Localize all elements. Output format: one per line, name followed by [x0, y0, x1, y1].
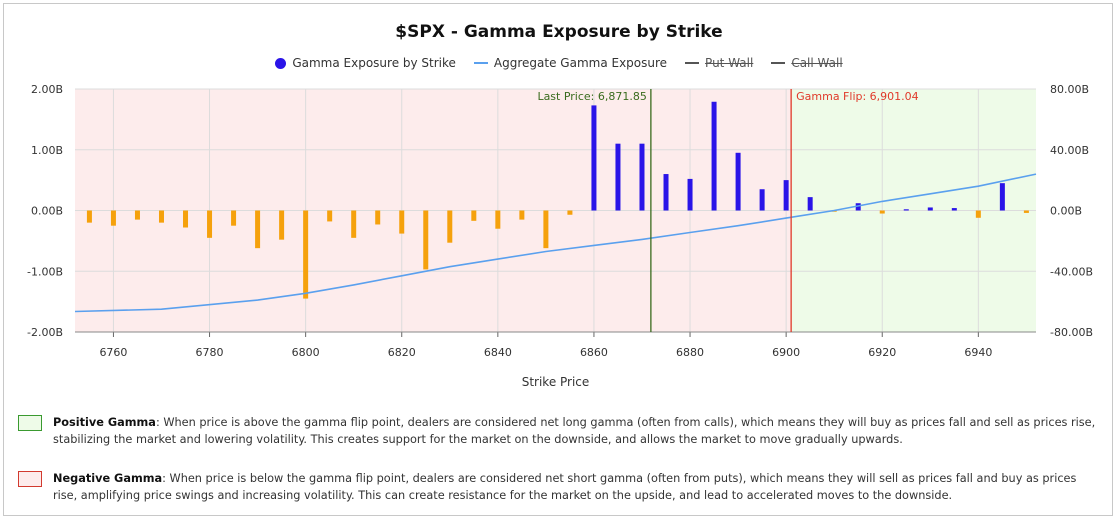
x-tick-label: 6940: [964, 346, 992, 359]
note-heading: Positive Gamma: [53, 416, 156, 429]
gamma-bar: [975, 210, 981, 218]
legend-label: Call Wall: [791, 56, 843, 70]
x-tick-label: 6920: [868, 346, 896, 359]
legend-label: Gamma Exposure by Strike: [292, 56, 456, 70]
y-tick-right: 40.00B: [1050, 144, 1089, 157]
gamma-bar: [231, 210, 237, 226]
y-tick-right: -80.00B: [1050, 326, 1093, 339]
gamma-bar: [687, 178, 693, 211]
x-tick-label: 6820: [388, 346, 416, 359]
x-tick-label: 6860: [580, 346, 608, 359]
gamma-bar: [927, 207, 933, 211]
gamma-bar: [495, 210, 501, 229]
gamma-bar: [327, 210, 333, 222]
y-tick-left: 0.00B: [31, 205, 63, 218]
gamma-bar: [663, 174, 669, 211]
legend-line-icon: [473, 62, 488, 64]
legend-line-icon: [685, 62, 700, 64]
gamma-bar: [110, 210, 116, 226]
gamma-bar: [207, 210, 213, 238]
gamma-bar: [759, 189, 765, 211]
gamma-bar: [447, 210, 453, 243]
y-tick-left: 1.00B: [31, 144, 63, 157]
gamma-bar: [735, 152, 741, 211]
legend-label: Put Wall: [705, 56, 754, 70]
y-tick-left: 2.00B: [31, 83, 63, 96]
y-tick-left: -2.00B: [27, 326, 63, 339]
gamma-bar: [711, 101, 717, 211]
y-tick-left: -1.00B: [27, 265, 63, 278]
gamma-bar: [519, 210, 525, 220]
aggregate-gamma-line: [74, 173, 1037, 313]
gamma-bar: [183, 210, 189, 228]
gamma-bar: [999, 183, 1005, 211]
y-tick-right: 80.00B: [1050, 83, 1089, 96]
gamma-bar: [279, 210, 285, 240]
gamma-bar: [615, 143, 621, 211]
legend-item-call-wall[interactable]: Call Wall: [771, 56, 843, 70]
x-tick-label: 6760: [99, 346, 127, 359]
note-heading: Negative Gamma: [53, 472, 163, 485]
gamma-bar: [351, 210, 357, 238]
gamma-bar: [471, 210, 477, 221]
gamma-bar: [855, 203, 861, 211]
positive-gamma-note: Positive Gamma: When price is above the …: [18, 414, 1103, 448]
note-text: : When price is above the gamma flip poi…: [53, 416, 1096, 446]
chart-legend: Gamma Exposure by Strike Aggregate Gamma…: [0, 56, 1118, 70]
gamma-bar: [639, 143, 645, 211]
gamma-bar: [591, 105, 597, 211]
chart-title: $SPX - Gamma Exposure by Strike: [395, 22, 723, 42]
gamma-bar: [134, 210, 140, 220]
x-tick-label: 6880: [676, 346, 704, 359]
y-tick-right: -40.00B: [1050, 265, 1093, 278]
gamma-bar: [783, 180, 789, 211]
gamma-bar: [375, 210, 381, 225]
x-axis-label: Strike Price: [522, 375, 590, 389]
negative-gamma-note: Negative Gamma: When price is below the …: [18, 470, 1103, 504]
gamma-bar: [903, 209, 909, 211]
gamma-bar: [807, 197, 813, 211]
negative-gamma-swatch: [18, 471, 42, 487]
gamma-bar: [423, 210, 429, 270]
last-price-label: Last Price: 6,871.85: [537, 90, 646, 103]
gamma-bar: [399, 210, 405, 234]
x-tick-label: 6900: [772, 346, 800, 359]
gamma-chart: 2.00B 80.00B 1.00B 40.00B 0.00B 0.00B -1.00B -4…: [27, 83, 1093, 389]
gamma-bar: [879, 210, 885, 214]
gamma-bar: [255, 210, 261, 249]
legend-item-put-wall[interactable]: Put Wall: [685, 56, 753, 70]
gamma-bar: [86, 210, 92, 223]
x-tick-label: 6780: [196, 346, 224, 359]
gamma-bar: [567, 210, 573, 215]
legend-line-icon: [771, 62, 786, 64]
legend-item-aggregate[interactable]: Aggregate Gamma Exposure: [473, 56, 668, 70]
gamma-flip-label: Gamma Flip: 6,901.04: [796, 90, 919, 103]
x-tick-label: 6800: [292, 346, 320, 359]
y-tick-right: 0.00B: [1050, 205, 1082, 218]
legend-dot-icon: [275, 57, 287, 69]
gamma-bar: [951, 208, 957, 211]
gamma-bar: [1023, 210, 1029, 213]
gamma-bar: [543, 210, 549, 249]
x-tick-label: 6840: [484, 346, 512, 359]
note-text: : When price is below the gamma flip poi…: [53, 472, 1077, 502]
gamma-bar: [303, 210, 309, 299]
legend-label: Aggregate Gamma Exposure: [493, 56, 668, 70]
legend-item-gamma-exposure[interactable]: Gamma Exposure by Strike: [275, 56, 456, 70]
positive-gamma-swatch: [18, 415, 42, 431]
gamma-bar: [158, 210, 164, 223]
